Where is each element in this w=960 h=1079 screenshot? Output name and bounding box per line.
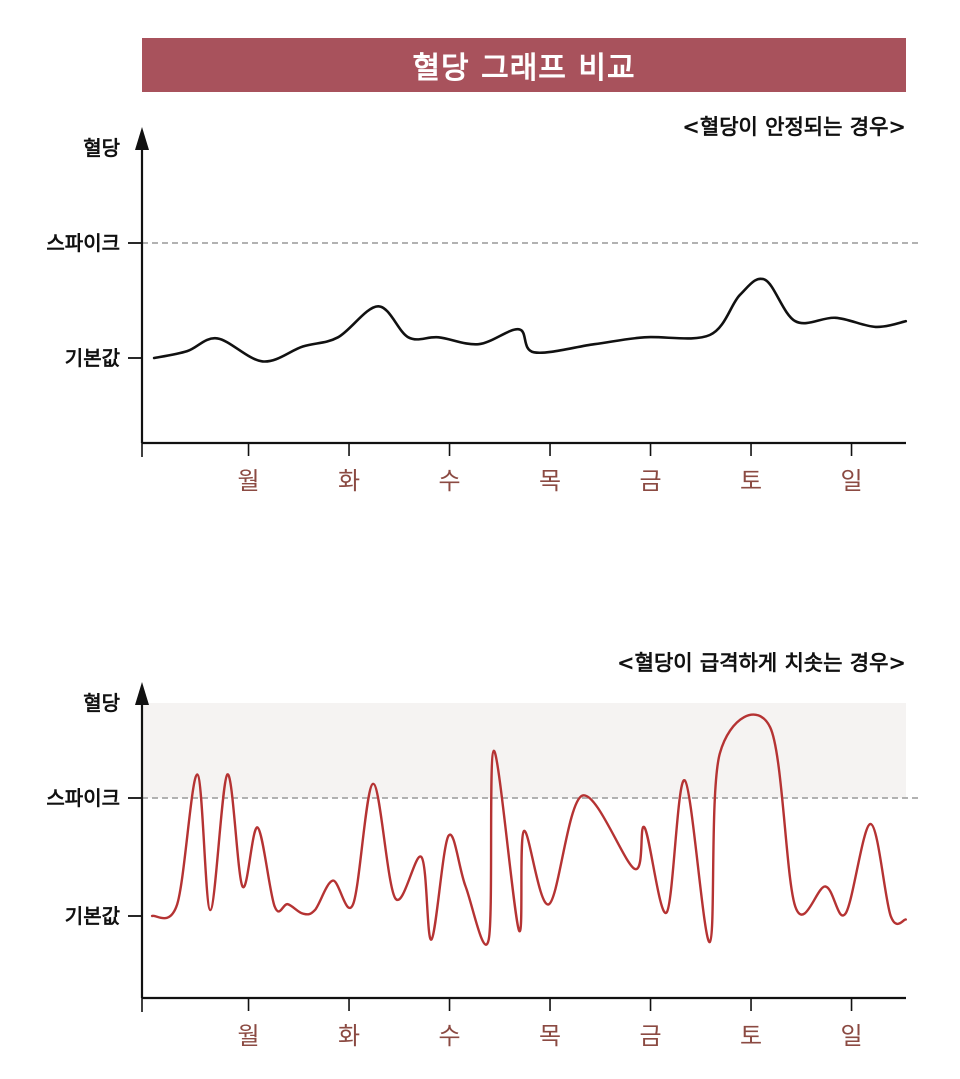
x-tick-label: 월	[237, 467, 259, 495]
spike-zone-shading	[143, 703, 906, 798]
x-tick-label: 목	[539, 1022, 561, 1050]
x-tick-label: 일	[840, 467, 862, 495]
x-tick-label: 금	[639, 467, 661, 495]
y-level-label: 기본값	[65, 346, 121, 370]
x-tick-label: 화	[338, 1022, 360, 1050]
chart-banner-title: 혈당 그래프 비교	[142, 38, 906, 92]
y-axis-arrow-icon	[135, 682, 149, 705]
y-axis-arrow-icon	[135, 127, 149, 150]
x-tick-label: 월	[237, 1022, 259, 1050]
chart-subtitle: <혈당이 급격하게 치솟는 경우>	[617, 651, 906, 675]
x-tick-label: 일	[840, 1022, 862, 1050]
x-tick-label: 화	[338, 467, 360, 495]
y-axis-label: 혈당	[83, 136, 120, 160]
y-level-label: 스파이크	[46, 231, 120, 255]
y-level-label: 스파이크	[46, 786, 120, 810]
x-tick-label: 수	[438, 467, 460, 495]
x-tick-label: 수	[438, 1022, 460, 1050]
blood-sugar-line-1	[152, 277, 908, 363]
x-tick-label: 토	[740, 1022, 762, 1050]
y-level-label: 기본값	[65, 904, 121, 928]
blood-sugar-line-1	[150, 713, 907, 946]
y-axis-label: 혈당	[83, 691, 120, 715]
chart-subtitle: <혈당이 안정되는 경우>	[682, 115, 906, 139]
x-tick-label: 금	[639, 1022, 661, 1050]
x-tick-label: 목	[539, 467, 561, 495]
x-tick-label: 토	[740, 467, 762, 495]
